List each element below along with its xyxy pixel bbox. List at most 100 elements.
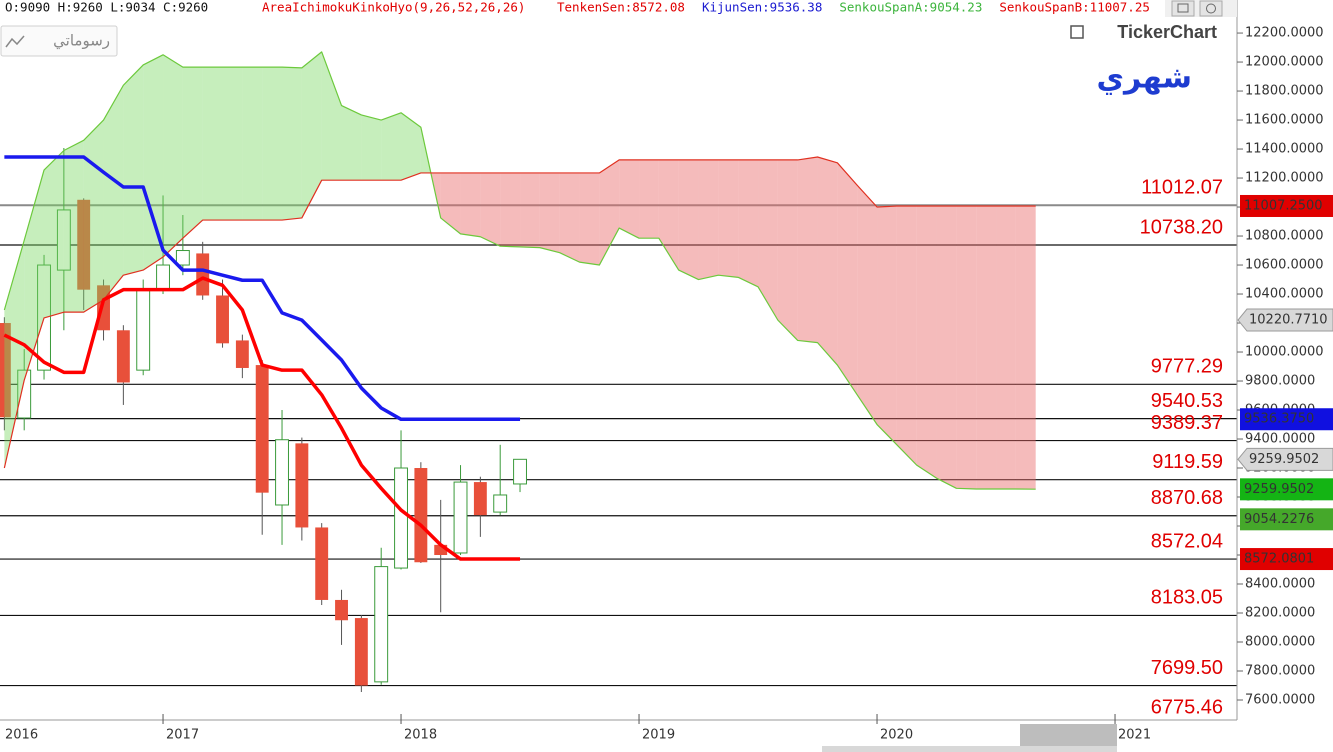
legend-entry: SenkouSpanB:11007.25 (999, 0, 1150, 15)
y-tick-label: 12000.0000 (1245, 55, 1324, 70)
cloud (24, 170, 45, 381)
candle-body (136, 289, 151, 371)
candle-body (295, 443, 309, 528)
cloud (480, 172, 501, 247)
cloud (44, 150, 64, 318)
level-label: 9389.37 (1151, 412, 1223, 434)
candle-body (116, 330, 130, 383)
y-tick-label: 8000.0000 (1245, 634, 1315, 649)
y-tick-label: 8200.0000 (1245, 605, 1315, 620)
cloud (797, 157, 818, 343)
candle-body (335, 599, 348, 621)
logo-icon (1070, 25, 1084, 39)
cloud (877, 206, 897, 445)
cloud (63, 140, 84, 313)
cloud (956, 206, 977, 490)
period: شهري (1097, 61, 1192, 96)
cloud (976, 206, 997, 490)
maximize-icon (1177, 3, 1189, 13)
x-tick-label: 2019 (642, 728, 675, 743)
cloud (460, 172, 481, 237)
cloud (123, 64, 144, 276)
cloud (559, 172, 580, 263)
cloud (857, 185, 878, 425)
cloud (599, 159, 620, 266)
legend-entry: SenkouSpanA:9054.23 (839, 0, 982, 15)
drawings-button[interactable] (0, 25, 118, 57)
cloud (698, 159, 719, 280)
price-tag (1240, 478, 1333, 501)
cloud (1015, 206, 1036, 490)
candle-body (196, 253, 210, 296)
candle-body (175, 250, 190, 266)
scrollbar-track (822, 746, 1117, 752)
cloud (182, 67, 203, 239)
indicator-line (3, 51, 1036, 490)
y-tick-label: 10600.0000 (1245, 258, 1324, 273)
settings-button[interactable] (1199, 0, 1223, 17)
cloud (440, 172, 461, 234)
level-label: 9540.53 (1151, 390, 1223, 412)
level-label: 9777.29 (1151, 356, 1223, 378)
header: O:9090 H:9260 L:9034 C:9260 AreaIchimoku… (5, 0, 1150, 15)
candle-body (453, 481, 468, 554)
price-tag-label: 8572.0801 (1244, 552, 1314, 567)
cloud (301, 51, 322, 218)
level-label: 8183.05 (1151, 587, 1223, 609)
y-tick-label: 11400.0000 (1245, 142, 1324, 157)
price-tag-label: 10220.7710 (1249, 313, 1328, 328)
level-label: 11012.07 (1141, 177, 1223, 199)
cloud (936, 206, 957, 489)
price-tag (1240, 508, 1333, 531)
cloud (341, 105, 362, 181)
cloud (500, 172, 521, 247)
candle-body (235, 340, 249, 368)
ohlc: O:9090 H:9260 L:9034 C:9260 (5, 0, 208, 15)
cloud (758, 159, 778, 321)
price-tag (1237, 308, 1333, 332)
drawings-label: رسوماتي (53, 32, 110, 51)
candle-body (354, 618, 368, 686)
cloud (361, 114, 382, 181)
cloud (242, 67, 263, 221)
cloud (738, 159, 759, 287)
cloud (718, 159, 739, 278)
price-tag (1240, 548, 1333, 571)
legend-entry: KijunSen:9536.38 (702, 0, 822, 15)
candle-body (216, 295, 229, 344)
indicator: AreaIchimokuKinkoHyo(9,26,52,26,26) (262, 0, 525, 15)
cloud (539, 172, 560, 253)
candle-body (414, 468, 428, 563)
maximize-button[interactable] (1171, 0, 1195, 17)
cloud (282, 67, 302, 221)
cloud (678, 159, 699, 280)
y-tick-label: 11600.0000 (1245, 113, 1324, 128)
y-tick-label: 10800.0000 (1245, 229, 1324, 244)
level-label: 10738.20 (1140, 216, 1223, 238)
y-tick-label: 12200.0000 (1245, 26, 1324, 41)
candle-body (17, 369, 32, 419)
candle-body (434, 544, 448, 556)
x-tick-label: 2020 (880, 728, 913, 743)
cloud (916, 206, 937, 479)
cloud (381, 112, 402, 181)
axes: 7600.0000 7800.0000 8000.0000 8200.0000 8400… (5, 26, 1333, 743)
cloud (777, 159, 798, 341)
y-tick-label: 10000.0000 (1245, 345, 1324, 360)
cloud (817, 157, 838, 366)
x-tick-label: 2018 (404, 728, 437, 743)
scrollbar-thumb[interactable] (1020, 724, 1117, 746)
candle-body (56, 209, 71, 271)
cloud (163, 54, 183, 258)
y-tick-label: 9800.0000 (1245, 374, 1315, 389)
y-tick-label: 11200.0000 (1245, 171, 1324, 186)
level-label: 6775.46 (1151, 696, 1223, 718)
candle-body (0, 323, 11, 418)
indicator-line (4, 155, 521, 422)
y-tick-label: 10400.0000 (1245, 287, 1324, 302)
price-tag (1237, 447, 1333, 471)
candle-body (513, 458, 527, 485)
y-tick-label: 11800.0000 (1245, 84, 1324, 99)
